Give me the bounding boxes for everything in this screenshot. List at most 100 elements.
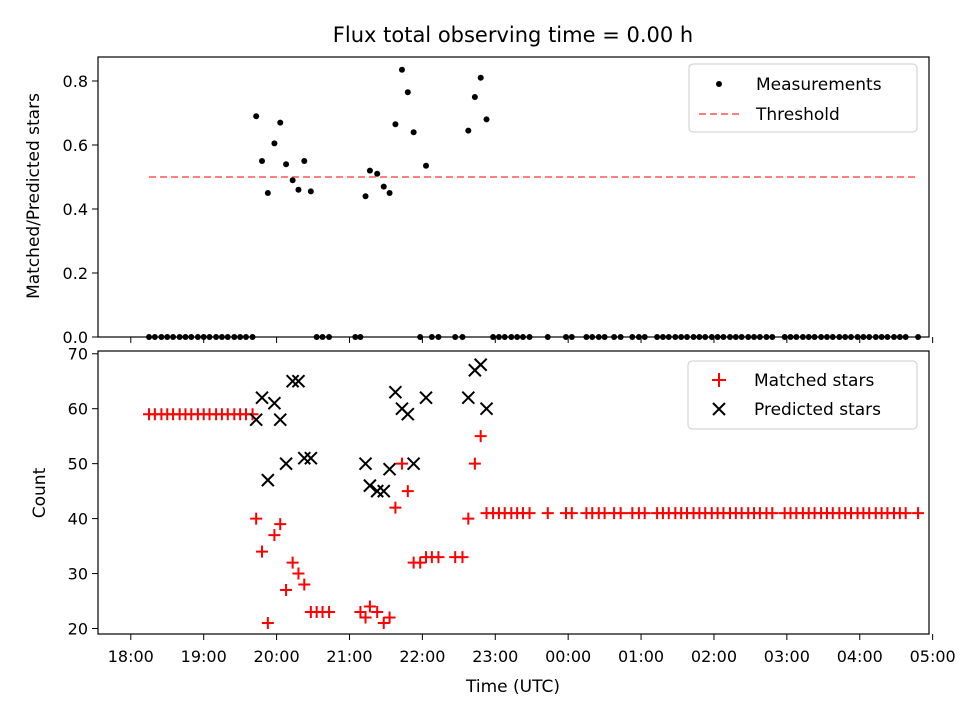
- matched-star-point: [462, 512, 475, 525]
- predicted-star-point: [285, 374, 300, 388]
- predicted-star-point: [363, 478, 377, 493]
- bottom-y-tick-label: 60: [68, 400, 88, 419]
- x-tick-label: 19:00: [181, 647, 227, 666]
- measurement-point: [295, 186, 302, 193]
- matched-star-point: [414, 556, 427, 569]
- bottom-y-axis-label: Count: [30, 467, 50, 518]
- measurement-point: [271, 140, 278, 147]
- top-y-tick-label: 0.2: [63, 264, 88, 283]
- top-axis: 0.0 0.2 0.4 0.6 0.8: [63, 72, 934, 347]
- predicted-star-point: [267, 396, 282, 410]
- matched-star-point: [523, 507, 536, 520]
- matched-star-point: [286, 556, 299, 569]
- matched-star-point: [359, 611, 372, 624]
- matched-star-point: [261, 617, 274, 630]
- legend-matched-label: Matched stars: [754, 371, 874, 391]
- measurement-point: [380, 183, 387, 190]
- legend-matched-marker: [712, 373, 726, 387]
- predicted-star-point: [273, 412, 287, 427]
- top-legend: Measurements Threshold: [688, 63, 918, 133]
- matched-star-point: [280, 584, 293, 597]
- measurement-point: [471, 94, 478, 100]
- matched-star-point: [565, 507, 578, 520]
- bottom-plot-marks: [143, 358, 925, 630]
- matched-star-point: [298, 578, 311, 591]
- matched-star-point: [899, 507, 912, 520]
- measurement-point: [410, 129, 417, 136]
- matched-star-point: [638, 507, 651, 520]
- matched-star-point: [250, 512, 263, 525]
- x-tick-label: 21:00: [326, 647, 372, 666]
- predicted-star-point: [261, 473, 275, 487]
- x-tick-label: 04:00: [837, 647, 883, 666]
- matched-star-point: [456, 551, 469, 564]
- measurement-point: [465, 127, 472, 134]
- matched-star-point: [614, 507, 627, 520]
- bottom-y-tick-label: 70: [68, 345, 88, 364]
- bottom-y-tick-label: 20: [68, 620, 88, 639]
- legend-predicted-label: Predicted stars: [754, 400, 881, 420]
- predicted-star-point: [461, 391, 476, 405]
- measurement-point: [253, 113, 260, 120]
- matched-star-point: [541, 507, 554, 520]
- measurement-point: [398, 66, 405, 73]
- measurement-point: [259, 158, 266, 164]
- measurement-point: [374, 170, 381, 177]
- predicted-star-point: [473, 358, 488, 372]
- x-tick-label: 22:00: [399, 647, 445, 666]
- predicted-star-point: [406, 456, 421, 471]
- predicted-star-point: [279, 456, 293, 471]
- predicted-star-point: [297, 451, 311, 465]
- predicted-star-point: [479, 401, 494, 416]
- top-y-tick-label: 0.0: [63, 328, 88, 347]
- chart-title: Flux total observing time = 0.00 h: [333, 23, 693, 47]
- top-y-tick-label: 0.6: [63, 136, 88, 155]
- matched-star-point: [323, 606, 336, 619]
- measurement-point: [307, 188, 314, 195]
- x-tick-label: 01:00: [618, 647, 664, 666]
- matched-star-point: [377, 617, 390, 630]
- matched-star-point: [401, 485, 414, 498]
- legend-predicted-marker: [712, 402, 726, 416]
- x-tick-label: 05:00: [910, 647, 956, 666]
- matched-star-point: [371, 606, 384, 619]
- predicted-star-point: [388, 385, 403, 399]
- legend-measurements-label: Measurements: [756, 75, 882, 95]
- matched-star-point: [246, 408, 259, 421]
- bottom-y-tick-label: 30: [68, 565, 88, 584]
- measurement-point: [366, 167, 373, 174]
- measurement-point: [289, 177, 296, 184]
- predicted-star-point: [304, 451, 318, 465]
- measurement-point: [301, 158, 308, 164]
- predicted-star-point: [358, 456, 373, 471]
- predicted-star-point: [377, 484, 391, 498]
- bottom-legend: Matched stars Predicted stars: [687, 360, 918, 430]
- matched-star-point: [912, 507, 925, 520]
- top-y-tick-label: 0.8: [63, 72, 88, 91]
- top-plot-frame: [97, 56, 930, 338]
- matched-star-point: [256, 545, 269, 558]
- predicted-star-point: [401, 407, 415, 421]
- predicted-star-point: [249, 412, 263, 427]
- matched-star-point: [395, 457, 408, 470]
- matched-star-point: [766, 507, 779, 520]
- legend-measurements-marker: [716, 81, 722, 87]
- measurement-point: [483, 116, 490, 123]
- x-tick-label: 23:00: [472, 647, 518, 666]
- top-y-axis-label: Matched/Predicted stars: [24, 93, 44, 299]
- predicted-star-point: [291, 374, 306, 388]
- top-legend-box: [688, 63, 918, 133]
- matched-star-point: [363, 600, 376, 613]
- predicted-star-point: [255, 391, 269, 405]
- measurement-point: [477, 74, 484, 81]
- x-tick-label: 18:00: [108, 647, 154, 666]
- matched-star-point: [432, 551, 445, 564]
- matched-star-point: [274, 518, 287, 531]
- measurement-point: [423, 162, 430, 169]
- legend-threshold-label: Threshold: [755, 105, 840, 125]
- bottom-axis: 20 30 40 50 60 70 18:00 19:00 20:00 21:00 22:00 23:…: [68, 345, 956, 666]
- x-tick-label: 03:00: [764, 647, 810, 666]
- matched-star-point: [474, 430, 487, 443]
